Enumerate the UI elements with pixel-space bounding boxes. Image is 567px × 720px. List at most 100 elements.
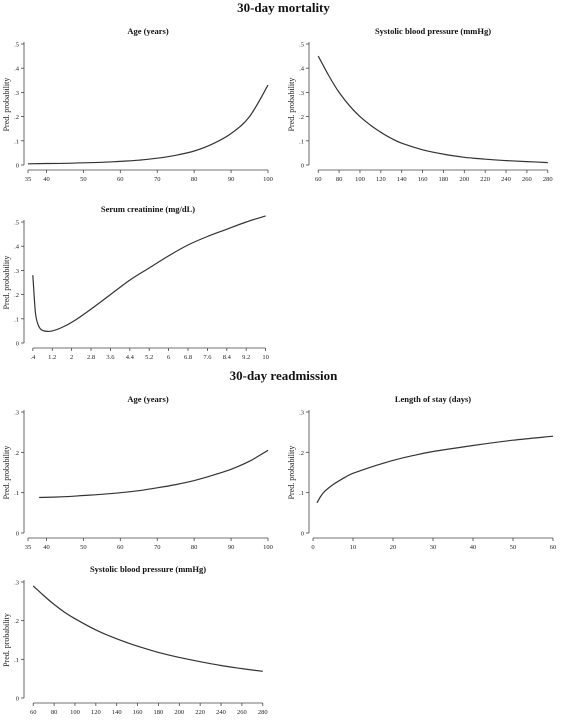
x-tick-label: 35	[25, 176, 32, 183]
x-tick-label: 220	[480, 176, 490, 183]
y-tick-label: .5	[14, 220, 19, 227]
chart-title: Length of stay (days)	[395, 394, 471, 404]
series-line	[27, 84, 269, 165]
y-axis-label: Pred. probability	[2, 446, 11, 500]
series-line	[32, 585, 263, 672]
y-tick-label: .1	[299, 138, 304, 145]
chart-readmission-sbp: Systolic blood pressure (mmHg) Pred. prob…	[2, 564, 268, 716]
x-tick-label: 100	[355, 176, 365, 183]
y-tick-label: .5	[299, 42, 304, 49]
x-tick-label: 80	[336, 176, 343, 183]
y-tick-label: .4	[14, 244, 20, 251]
x-tick-label: 200	[459, 176, 469, 183]
y-tick-label: 0	[16, 163, 19, 170]
y-tick-label: .3	[299, 410, 304, 417]
y-tick-label: .2	[299, 114, 304, 121]
x-tick-label: 4.4	[126, 354, 135, 361]
x-tick-label: 70	[154, 176, 161, 183]
x-tick-label: 40	[43, 544, 50, 551]
x-tick-label: 260	[237, 709, 247, 716]
x-tick-label: 10	[350, 544, 357, 551]
x-tick-label: 160	[133, 709, 143, 716]
x-tick-label: 5.2	[145, 354, 153, 361]
y-axis-label: Pred. probability	[287, 446, 296, 500]
x-tick-label: 7.6	[203, 354, 212, 361]
x-tick-label: 280	[543, 176, 553, 183]
chart-title: Systolic blood pressure (mmHg)	[375, 26, 491, 36]
x-tick-label: 90	[228, 544, 235, 551]
x-tick-label: 6.8	[184, 354, 192, 361]
y-axis-label: Pred. probability	[287, 78, 296, 132]
x-tick-label: 100	[263, 176, 273, 183]
y-tick-label: 0	[16, 341, 19, 348]
x-tick-label: 60	[550, 544, 557, 551]
y-tick-label: .3	[14, 268, 19, 275]
section-title-readmission: 30-day readmission	[229, 368, 338, 383]
y-tick-label: .1	[299, 490, 304, 497]
series-line	[316, 435, 554, 504]
x-tick-label: 70	[154, 544, 161, 551]
y-tick-label: .3	[299, 90, 304, 97]
x-tick-label: 6	[167, 354, 171, 361]
x-tick-label: 10	[262, 354, 269, 361]
x-tick-label: 50	[80, 176, 87, 183]
x-tick-label: 40	[43, 176, 50, 183]
y-tick-label: .2	[14, 114, 19, 121]
x-tick-label: 50	[80, 544, 87, 551]
x-tick-label: 40	[470, 544, 477, 551]
x-tick-label: 180	[439, 176, 449, 183]
series-line	[39, 449, 269, 499]
y-tick-label: 0	[16, 696, 19, 703]
x-tick-label: 2.8	[87, 354, 95, 361]
y-tick-label: .2	[14, 450, 19, 457]
x-tick-label: 100	[263, 544, 273, 551]
x-tick-label: 140	[112, 709, 122, 716]
y-tick-label: .2	[14, 618, 19, 625]
y-tick-label: .2	[14, 292, 19, 299]
chart-title: Serum creatinine (mg/dL)	[101, 204, 195, 214]
x-tick-label: 240	[501, 176, 511, 183]
chart-mortality-age: Age (years) Pred. probability 0 .1 .2 .3 .4 .5 3…	[2, 26, 273, 183]
chart-mortality-creatinine: Serum creatinine (mg/dL) Pred. probabilit…	[2, 204, 269, 361]
y-tick-label: 0	[301, 531, 304, 538]
x-tick-label: 60	[117, 544, 124, 551]
x-tick-label: 8.4	[223, 354, 232, 361]
y-tick-label: .1	[14, 316, 19, 323]
x-tick-label: 2	[70, 354, 73, 361]
x-tick-label: 200	[174, 709, 184, 716]
x-tick-label: 60	[30, 709, 37, 716]
x-tick-label: 80	[191, 544, 198, 551]
y-tick-label: .1	[14, 138, 19, 145]
x-tick-label: 30	[430, 544, 437, 551]
x-tick-label: 35	[25, 544, 32, 551]
y-tick-label: .1	[14, 657, 19, 664]
x-tick-label: 100	[70, 709, 80, 716]
x-tick-label: 90	[228, 176, 235, 183]
y-axis-label: Pred. probability	[2, 256, 11, 310]
x-tick-label: 80	[191, 176, 198, 183]
y-tick-label: .4	[299, 66, 305, 73]
x-tick-label: 120	[91, 709, 101, 716]
x-tick-label: 9.2	[242, 354, 250, 361]
x-tick-label: 220	[195, 709, 205, 716]
series-line	[317, 55, 548, 164]
chart-title: Age (years)	[127, 26, 168, 36]
chart-mortality-sbp: Systolic blood pressure (mmHg) Pred. prob…	[287, 26, 553, 183]
x-tick-label: 20	[390, 544, 397, 551]
x-tick-label: 3.6	[106, 354, 115, 361]
x-tick-label: 180	[154, 709, 164, 716]
y-tick-label: .3	[14, 410, 19, 417]
chart-readmission-los: Length of stay (days) Pred. probability 0.…	[287, 394, 557, 551]
y-axis-label: Pred. probability	[2, 613, 11, 667]
y-tick-label: 0	[16, 531, 19, 538]
x-tick-label: 1.2	[48, 354, 56, 361]
x-tick-label: 140	[397, 176, 407, 183]
x-tick-label: 50	[510, 544, 517, 551]
x-tick-label: 260	[522, 176, 532, 183]
x-tick-label: 160	[418, 176, 428, 183]
x-tick-label: .4	[30, 354, 36, 361]
chart-readmission-age: Age (years) Pred. probability 0 .1 .2 .3 35 40 5…	[2, 394, 273, 551]
x-tick-label: 60	[315, 176, 322, 183]
x-tick-label: 280	[258, 709, 268, 716]
y-tick-label: .4	[14, 66, 20, 73]
